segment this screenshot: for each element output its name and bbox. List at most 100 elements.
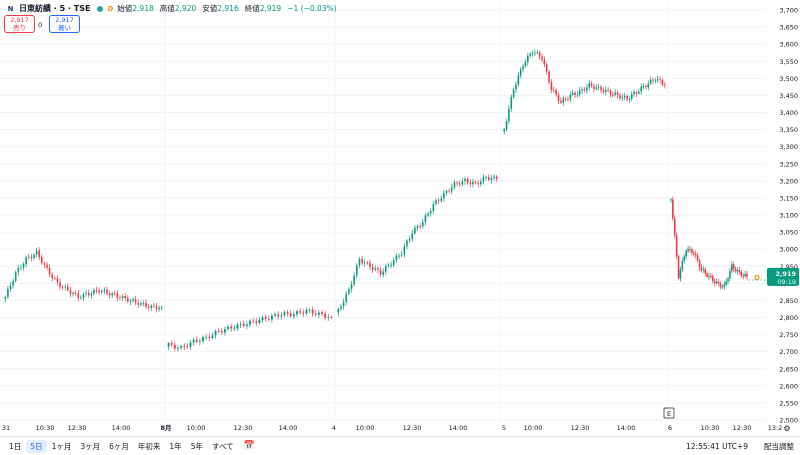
price-chart[interactable]: 2,500 2,550 2,600 2,650 2,700 2,750 2,800 2,850… (0, 0, 800, 436)
candle (106, 286, 108, 296)
candle (236, 322, 239, 332)
candle (387, 262, 390, 268)
candle (43, 261, 46, 269)
candle (67, 283, 69, 292)
candle (670, 198, 672, 204)
candle (113, 290, 116, 296)
candle (267, 315, 270, 322)
calendar-icon[interactable]: 📅 (243, 441, 255, 451)
company-logo-icon: N (6, 4, 15, 13)
candle (127, 294, 129, 304)
candle (277, 310, 280, 320)
candle (245, 321, 248, 330)
candle (258, 317, 261, 325)
candle (555, 88, 557, 98)
candle (469, 179, 472, 188)
candle (702, 265, 705, 273)
time-range-button[interactable]: 1年 (169, 441, 182, 451)
candle (314, 310, 317, 317)
candle (712, 274, 714, 284)
candle (192, 337, 195, 346)
candle (597, 83, 600, 91)
candle (490, 174, 493, 184)
candle (129, 298, 132, 305)
gear-icon[interactable]: ⚙ (783, 424, 790, 433)
candle (211, 332, 214, 340)
dividend-adjust-toggle[interactable]: 配当調整 (764, 441, 794, 451)
time-range-button[interactable]: 年初来 (137, 441, 161, 451)
candle (214, 329, 217, 339)
y-tick-label: 2,750 (779, 331, 798, 339)
candle (626, 94, 628, 102)
clock[interactable]: 12:55:41 UTC+9 (686, 441, 748, 451)
candle (673, 215, 676, 239)
candle (421, 218, 424, 229)
earnings-marker[interactable]: E (663, 407, 675, 419)
time-range-button[interactable]: 3ヶ月 (80, 441, 101, 451)
candle (116, 290, 119, 302)
candle (121, 294, 124, 302)
candle (672, 196, 674, 221)
market-status-icon (97, 5, 104, 12)
candle (642, 83, 645, 90)
candle (158, 305, 160, 312)
x-tick-label: 13:2 (768, 424, 783, 432)
candle (687, 245, 689, 253)
candle (515, 81, 517, 93)
candle (744, 270, 746, 278)
candle (602, 87, 605, 95)
candle (609, 88, 612, 98)
candle (348, 287, 350, 296)
candle (87, 289, 90, 298)
candle (142, 300, 145, 307)
spread-value: 0 (38, 21, 43, 29)
candle (22, 261, 25, 271)
candle (445, 189, 448, 196)
candle (224, 326, 226, 336)
x-tick-label: 14:00 (112, 424, 131, 432)
candle (4, 295, 7, 303)
candle (451, 184, 453, 195)
candle (482, 174, 485, 185)
candle (578, 87, 581, 97)
candle (659, 76, 661, 84)
candle (628, 96, 631, 103)
candle (600, 85, 602, 94)
candle (485, 175, 487, 181)
candle (583, 87, 586, 93)
sell-button[interactable]: 2,917 売り (4, 15, 35, 33)
time-range-button[interactable]: 6ヶ月 (109, 441, 129, 451)
candle (621, 93, 624, 102)
symbol-title[interactable]: 日東紡績 · 5 · TSE (19, 4, 91, 13)
time-range-button[interactable]: 1日 (9, 441, 22, 451)
candle (340, 303, 342, 311)
price-axis[interactable] (766, 0, 800, 436)
candle (742, 273, 745, 280)
dividend-badge[interactable]: D (754, 274, 760, 282)
time-range-button[interactable]: 1ヶ月 (51, 441, 72, 451)
candle (98, 287, 100, 296)
candle (736, 266, 739, 275)
candle (350, 281, 353, 293)
y-tick-label: 2,650 (779, 365, 798, 373)
candle (464, 176, 466, 185)
buy-button[interactable]: 2,917 買い (49, 15, 80, 33)
candle (252, 317, 255, 324)
candle (90, 291, 93, 299)
candle (377, 266, 379, 274)
candle (543, 56, 546, 68)
time-range-button[interactable]: すべて (211, 441, 234, 451)
candle (732, 261, 735, 273)
candle (261, 315, 264, 324)
ohlc-close: 終値2,919 (244, 4, 282, 13)
candle (458, 180, 461, 188)
candle (727, 276, 729, 285)
candle (524, 58, 527, 68)
time-range-button[interactable]: 5年 (190, 441, 203, 451)
x-tick-label: 10:00 (524, 424, 543, 432)
x-tick-label: 12:30 (234, 424, 253, 432)
candle (264, 314, 267, 322)
candle (638, 88, 640, 96)
time-range-button[interactable]: 5日 (26, 439, 47, 453)
